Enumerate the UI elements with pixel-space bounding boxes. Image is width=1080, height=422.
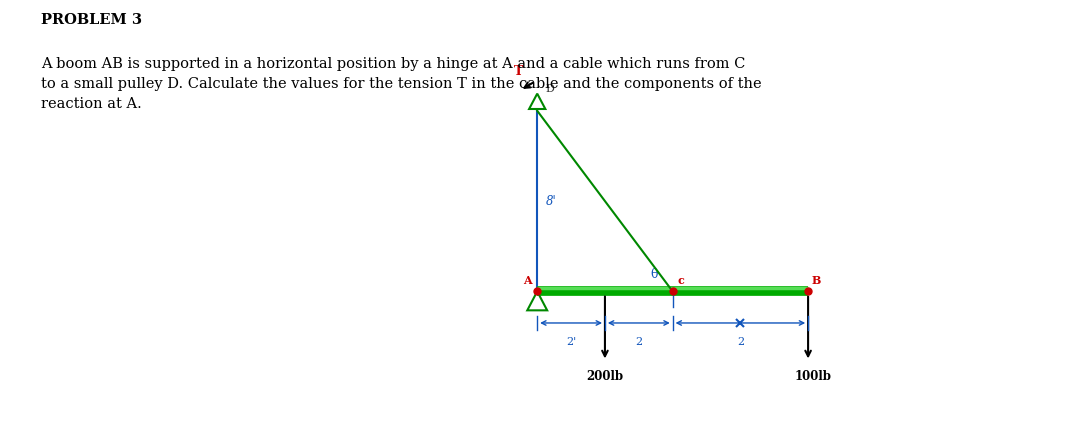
Text: PROBLEM 3: PROBLEM 3 — [41, 13, 143, 27]
Text: c: c — [677, 275, 685, 286]
Text: A: A — [523, 275, 531, 286]
Text: D: D — [545, 84, 554, 94]
Text: 8': 8' — [545, 195, 556, 208]
Text: 2: 2 — [737, 338, 744, 347]
Text: 2': 2' — [566, 338, 577, 347]
Text: 2: 2 — [635, 338, 643, 347]
Text: 100lb: 100lb — [794, 371, 832, 383]
Text: 200lb: 200lb — [586, 371, 623, 383]
Text: A boom AB is supported in a horizontal position by a hinge at A and a cable whic: A boom AB is supported in a horizontal p… — [41, 57, 761, 111]
Text: θ: θ — [650, 268, 658, 281]
Text: T: T — [514, 65, 523, 78]
Text: B: B — [811, 275, 821, 286]
